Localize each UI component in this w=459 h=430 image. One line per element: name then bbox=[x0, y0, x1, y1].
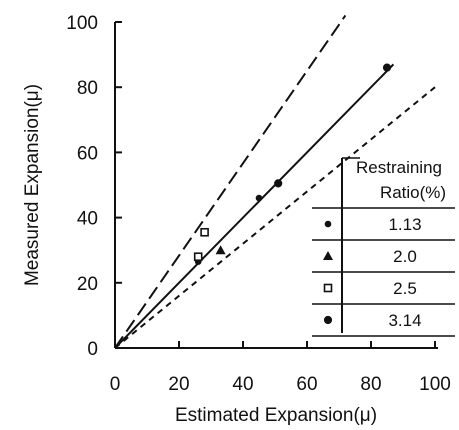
x-tick-label: 60 bbox=[296, 374, 317, 395]
y-tick-label: 20 bbox=[77, 274, 98, 295]
tick-labels: 0 20 40 60 80 100 0 20 40 60 80 100 bbox=[66, 13, 451, 395]
legend-entry: 3.14 bbox=[388, 311, 421, 330]
legend-marker bbox=[323, 251, 333, 260]
x-tick-label: 20 bbox=[168, 374, 189, 395]
legend-entry: 2.0 bbox=[393, 247, 417, 266]
x-tick-label: 80 bbox=[360, 374, 381, 395]
data-point bbox=[200, 227, 209, 237]
x-axis-label: Estimated Expansion(μ) bbox=[175, 405, 377, 426]
legend-entry: 1.13 bbox=[388, 215, 421, 234]
reference-line-solid bbox=[114, 63, 395, 349]
x-tick-label: 0 bbox=[110, 374, 121, 395]
data-point bbox=[382, 63, 392, 72]
legend-header-line1: Restraining bbox=[356, 158, 442, 177]
reference-lines bbox=[114, 14, 436, 349]
legend-header-line2: Ratio(%) bbox=[380, 183, 446, 202]
x-tick-label: 100 bbox=[419, 374, 451, 395]
y-tick-label: 40 bbox=[77, 209, 98, 230]
data-point bbox=[193, 252, 203, 262]
y-tick-label: 100 bbox=[66, 13, 98, 34]
axes bbox=[114, 22, 438, 349]
legend-marker bbox=[324, 220, 332, 228]
data-point bbox=[215, 245, 226, 255]
reference-line-long-dash bbox=[114, 14, 347, 349]
reference-line-short-dash bbox=[114, 86, 436, 349]
y-tick-label: 60 bbox=[77, 143, 98, 164]
data-points bbox=[193, 63, 392, 265]
legend-entry: 2.5 bbox=[393, 279, 417, 298]
legend-marker bbox=[323, 283, 333, 293]
legend-marker bbox=[323, 315, 333, 325]
legend: Restraining Ratio(%) 1.13 2.0 2.5 3.14 bbox=[312, 157, 455, 337]
y-tick-label: 80 bbox=[77, 78, 98, 99]
ticks bbox=[114, 21, 436, 349]
legend-rows: 1.13 2.0 2.5 3.14 bbox=[312, 207, 455, 337]
y-tick-label: 0 bbox=[87, 339, 98, 360]
x-tick-label: 40 bbox=[232, 374, 253, 395]
data-point bbox=[255, 194, 263, 202]
data-point bbox=[274, 179, 283, 188]
y-axis-label: Measured Expansion(μ) bbox=[22, 84, 43, 286]
